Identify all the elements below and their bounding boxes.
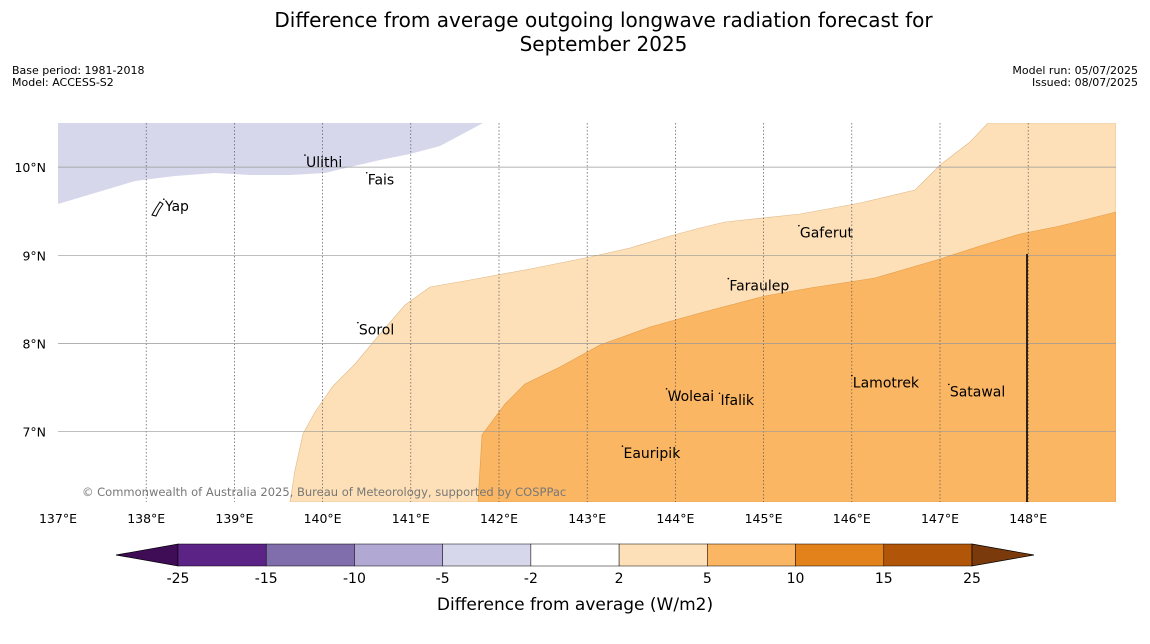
model-run: Model run: 05/07/2025: [1012, 64, 1138, 77]
meta-left: Base period: 1981-2018 Model: ACCESS-S2: [12, 65, 144, 89]
place-label: Ulithi: [306, 155, 342, 171]
lon-tick-label: 137°E: [39, 511, 77, 526]
place-label: Woleai: [668, 389, 715, 405]
lon-tick-label: 143°E: [568, 511, 606, 526]
place-label: Faraulep: [729, 279, 789, 295]
colorbar-tick-label: -5: [436, 571, 450, 587]
colorbar-tick-label: 10: [787, 571, 805, 587]
colorbar-segment: [177, 543, 267, 567]
place-label: Eauripik: [623, 446, 681, 462]
colorbar-segment: [883, 543, 973, 567]
lat-tick-label: 8°N: [22, 337, 46, 352]
chart-title: Difference from average outgoing longwav…: [0, 8, 1150, 56]
lon-tick-label: 139°E: [215, 511, 253, 526]
lon-tick-label: 145°E: [745, 511, 783, 526]
colorbar: -25 -15 -10 -5 -2 2 5 10 15 25: [115, 543, 1035, 587]
place-label: Fais: [368, 173, 395, 189]
yap-island-shape: [151, 201, 164, 217]
place-labels: Yap Ulithi Fais Gaferut Faraulep Sorol Woleai I…: [163, 154, 1005, 462]
place-label: Satawal: [950, 384, 1005, 400]
colorbar-tick-label: 15: [875, 571, 893, 587]
place-marker: [948, 383, 950, 386]
place-marker: [727, 277, 730, 280]
lat-tick-label: 7°N: [22, 425, 46, 440]
colorbar-tick-label: 2: [615, 571, 624, 587]
lon-tick-label: 141°E: [392, 511, 430, 526]
place-label: Ifalik: [721, 393, 755, 409]
lat-tick-label: 9°N: [22, 248, 46, 263]
longitude-ticks: 137°E 138°E 139°E 140°E 141°E 142°E 143°E 144°E…: [39, 511, 1047, 526]
meta-right: Model run: 05/07/2025 Issued: 08/07/2025: [1012, 65, 1138, 89]
colorbar-segment: [618, 543, 708, 567]
colorbar-tick-label: -15: [255, 571, 278, 587]
region-negative-low: [58, 123, 483, 204]
lon-tick-label: 144°E: [656, 511, 694, 526]
lon-tick-label: 140°E: [304, 511, 342, 526]
lon-tick-label: 138°E: [127, 511, 165, 526]
colorbar-segment: [265, 543, 355, 567]
colorbar-segment: [707, 543, 796, 567]
colorbar-tick-label: 25: [963, 571, 981, 587]
lon-tick-label: 146°E: [833, 511, 871, 526]
place-label: Lamotrek: [853, 376, 920, 392]
place-marker: [163, 198, 165, 200]
colorbar-tick-label: -2: [524, 571, 538, 587]
colorbar-tick-label: 5: [703, 571, 712, 587]
colorbar-segment: [530, 543, 620, 567]
colorbar-segment: [795, 543, 885, 567]
colorbar-tick-label: -25: [167, 571, 190, 587]
place-marker: [357, 321, 359, 324]
place-marker: [365, 171, 368, 174]
place-marker: [798, 224, 800, 227]
place-marker: [851, 374, 853, 377]
lon-tick-label: 142°E: [480, 511, 518, 526]
colorbar-segment: [442, 543, 532, 567]
place-marker: [621, 445, 624, 447]
place-marker: [665, 388, 668, 390]
colorbar-title: Difference from average (W/m2): [437, 595, 713, 615]
place-label: Yap: [164, 199, 189, 215]
lon-tick-label: 148°E: [1009, 511, 1047, 526]
place-label: Gaferut: [800, 226, 854, 242]
title-line-1: Difference from average outgoing longwav…: [274, 8, 933, 32]
colorbar-segment: [354, 543, 443, 567]
place-marker: [304, 154, 306, 156]
latitude-ticks: 10°N 9°N 8°N 7°N: [14, 160, 46, 440]
place-marker: [718, 392, 721, 395]
copyright-text: © Commonwealth of Australia 2025, Bureau…: [82, 485, 566, 499]
lat-tick-label: 10°N: [14, 160, 46, 175]
region-positive-mid: [477, 211, 1116, 502]
base-period: Base period: 1981-2018: [12, 64, 145, 77]
lon-tick-label: 147°E: [921, 511, 959, 526]
colorbar-tick-label: -10: [343, 571, 366, 587]
model-name: Model: ACCESS-S2: [12, 76, 114, 89]
colorbar-extend-max: [971, 543, 1035, 567]
gridlines: [58, 123, 1116, 502]
title-line-2: September 2025: [519, 32, 688, 56]
map-area: Yap Ulithi Fais Gaferut Faraulep Sorol Woleai I…: [58, 123, 1116, 502]
colorbar-extend-min: [115, 543, 179, 567]
place-label: Sorol: [359, 323, 394, 339]
issued-date: Issued: 08/07/2025: [1031, 76, 1138, 89]
